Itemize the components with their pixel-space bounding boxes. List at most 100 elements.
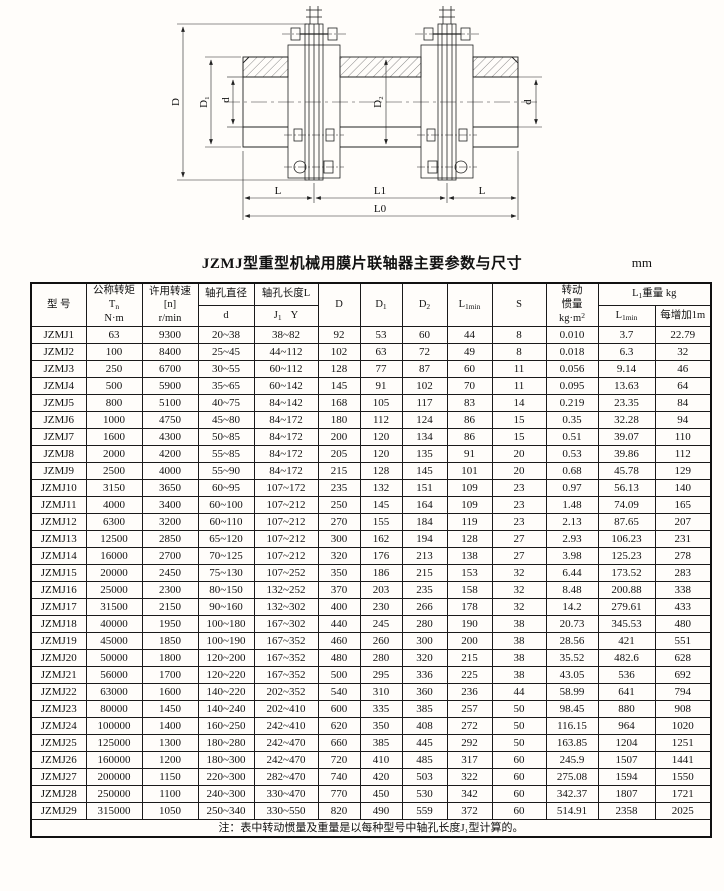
table-cell: 3.98 [545, 546, 599, 565]
table-cell: 1251 [654, 733, 712, 752]
table-cell: 173.52 [597, 563, 656, 582]
table-cell: 200.88 [597, 580, 656, 599]
table-cell: 4300 [141, 427, 199, 446]
dim-label-L1: L1 [374, 185, 386, 197]
table-cell: 158 [446, 580, 493, 599]
table-cell: 450 [359, 784, 403, 803]
table-cell: 32 [491, 580, 547, 599]
table-cell: JZMJ18 [30, 614, 87, 633]
table-cell: 124 [401, 410, 448, 429]
page-title: JZMJ型重型机械用膜片联轴器主要参数与尺寸 [201, 256, 523, 272]
table-cell: 280 [401, 614, 448, 633]
table-cell: 4750 [141, 410, 199, 429]
table-body: JZMJ1 63 9300 20~38 38~82 92 53 60 44 8 0.010 3.7 22… [30, 325, 712, 820]
col-header-bore-d: d [197, 304, 255, 327]
table-row: JZMJ28 250000 1100 240~300 330~470 770 450 530 3… [30, 784, 712, 803]
table-row: JZMJ16 25000 2300 80~150 132~252 370 203 235 158… [30, 580, 712, 599]
table-cell: 20 [491, 461, 547, 480]
table-cell: 200 [317, 427, 361, 446]
table-cell: 480 [654, 614, 712, 633]
table-cell: JZMJ15 [30, 563, 87, 582]
table-row: JZMJ6 1000 4750 45~80 84~172 180 112 124 86 15 0.3… [30, 410, 712, 429]
table-cell: JZMJ12 [30, 512, 87, 531]
table-cell: 186 [359, 563, 403, 582]
table-cell: 628 [654, 648, 712, 667]
col-header-model: 型 号 [30, 282, 87, 327]
table-cell: 20000 [85, 563, 143, 582]
table-cell: 1150 [141, 767, 199, 786]
table-cell: 98.45 [545, 699, 599, 718]
table-cell: 77 [359, 359, 403, 378]
table-cell: 740 [317, 767, 361, 786]
table-cell: 385 [359, 733, 403, 752]
table-cell: 86 [446, 427, 493, 446]
table-cell: 80000 [85, 699, 143, 718]
col-header-length: 轴孔长度L [253, 282, 319, 306]
table-cell: 0.095 [545, 376, 599, 395]
table-cell: 107~212 [253, 512, 319, 531]
table-cell: 50 [491, 733, 547, 752]
dim-label-D1: D₁ [198, 96, 210, 108]
table-cell: 8 [491, 325, 547, 344]
table-cell: 102 [401, 376, 448, 395]
table-cell: 215 [317, 461, 361, 480]
table-cell: 102 [317, 342, 361, 361]
table-cell: 87 [401, 359, 448, 378]
table-cell: 230 [359, 597, 403, 616]
table-cell: 107~212 [253, 529, 319, 548]
table-cell: 165 [654, 495, 712, 514]
table-cell: 1300 [141, 733, 199, 752]
table-cell: JZMJ9 [30, 461, 87, 480]
table-cell: 460 [317, 631, 361, 650]
table-cell: 38 [491, 631, 547, 650]
table-cell: 283 [654, 563, 712, 582]
table-cell: JZMJ4 [30, 376, 87, 395]
table-cell: 421 [597, 631, 656, 650]
table-cell: 138 [446, 546, 493, 565]
table-cell: 109 [446, 495, 493, 514]
table-cell: JZMJ27 [30, 767, 87, 786]
table-cell: JZMJ21 [30, 665, 87, 684]
col-header-weight-L1min: L1min [597, 304, 656, 327]
table-cell: 2025 [654, 801, 712, 820]
table-cell: 44 [446, 325, 493, 344]
table-cell: 1050 [141, 801, 199, 820]
table-cell: JZMJ23 [30, 699, 87, 718]
table-cell: 180~280 [197, 733, 255, 752]
dim-label-D2: D₂ [372, 96, 384, 108]
right-hub [472, 56, 519, 148]
table-cell: 38~82 [253, 325, 319, 344]
table-cell: 25000 [85, 580, 143, 599]
table-cell: 107~252 [253, 563, 319, 582]
table-cell: 83 [446, 393, 493, 412]
table-cell: 128 [446, 529, 493, 548]
table-cell: 64 [654, 376, 712, 395]
table-cell: 145 [317, 376, 361, 395]
table-cell: 490 [359, 801, 403, 820]
col-header-weight-per-m: 每增加1m [654, 304, 712, 327]
table-cell: 160~250 [197, 716, 255, 735]
table-cell: 3650 [141, 478, 199, 497]
table-cell: 3.7 [597, 325, 656, 344]
table-cell: 1507 [597, 750, 656, 769]
table-cell: 100~180 [197, 614, 255, 633]
table-cell: 90~160 [197, 597, 255, 616]
table-cell: 84 [654, 393, 712, 412]
table-cell: 13.63 [597, 376, 656, 395]
table-cell: 162 [359, 529, 403, 548]
table-cell: 135 [401, 444, 448, 463]
table-cell: 14 [491, 393, 547, 412]
table-cell: 120 [359, 427, 403, 446]
col-header-D1: D1 [359, 282, 403, 327]
dim-label-L0: L0 [374, 203, 387, 215]
table-cell: 315000 [85, 801, 143, 820]
table-cell: 1950 [141, 614, 199, 633]
table-cell: 60 [491, 801, 547, 820]
table-cell: 129 [654, 461, 712, 480]
table-cell: 32 [491, 563, 547, 582]
table-cell: 215 [401, 563, 448, 582]
table-cell: 145 [401, 461, 448, 480]
table-cell: 30~55 [197, 359, 255, 378]
table-cell: 80~150 [197, 580, 255, 599]
table-cell: 45~80 [197, 410, 255, 429]
